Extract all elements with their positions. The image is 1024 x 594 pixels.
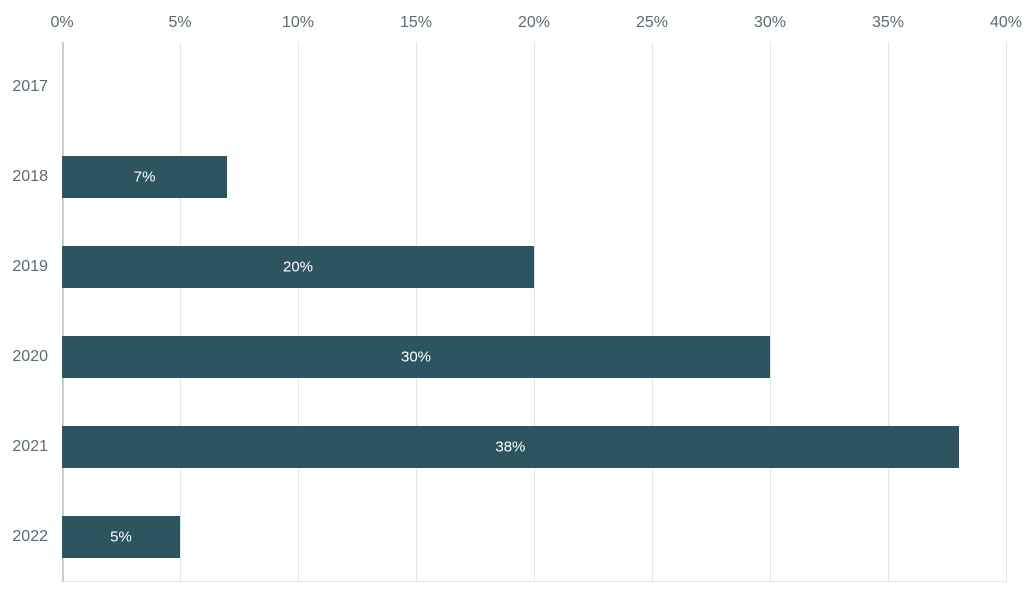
grid-line xyxy=(1006,42,1007,582)
horizontal-bar-chart: 0% 5% 10% 15% 20% 25% 30% 35% 40% 2017 2018 7% 2019 2… xyxy=(0,0,1024,594)
x-tick-label: 5% xyxy=(168,14,191,32)
bar: 7% xyxy=(62,156,227,198)
bar-value-label: 30% xyxy=(401,348,431,365)
plot-area: 0%5%10%15%20%25%30%35%40%201720187%20192… xyxy=(62,42,1006,582)
bar-value-label: 5% xyxy=(110,528,132,545)
grid-line xyxy=(770,42,771,582)
bar: 5% xyxy=(62,516,180,558)
x-tick-label: 30% xyxy=(754,14,786,32)
x-tick-label: 40% xyxy=(990,14,1022,32)
x-tick-label: 25% xyxy=(636,14,668,32)
grid-line xyxy=(416,42,417,582)
bar-value-label: 7% xyxy=(134,168,156,185)
bar: 20% xyxy=(62,246,534,288)
bar: 30% xyxy=(62,336,770,378)
y-tick-label: 2017 xyxy=(12,78,48,96)
x-tick-label: 10% xyxy=(282,14,314,32)
x-tick-label: 0% xyxy=(50,14,73,32)
bar: 38% xyxy=(62,426,959,468)
grid-line xyxy=(180,42,181,582)
grid-line xyxy=(62,42,64,582)
y-tick-label: 2020 xyxy=(12,348,48,366)
grid-line xyxy=(652,42,653,582)
y-tick-label: 2019 xyxy=(12,258,48,276)
x-tick-label: 35% xyxy=(872,14,904,32)
bar-value-label: 38% xyxy=(495,438,525,455)
bar-value-label: 20% xyxy=(283,258,313,275)
x-tick-label: 15% xyxy=(400,14,432,32)
y-tick-label: 2021 xyxy=(12,438,48,456)
grid-line xyxy=(888,42,889,582)
y-tick-label: 2022 xyxy=(12,528,48,546)
y-tick-label: 2018 xyxy=(12,168,48,186)
grid-line xyxy=(298,42,299,582)
x-tick-label: 20% xyxy=(518,14,550,32)
grid-line xyxy=(534,42,535,582)
